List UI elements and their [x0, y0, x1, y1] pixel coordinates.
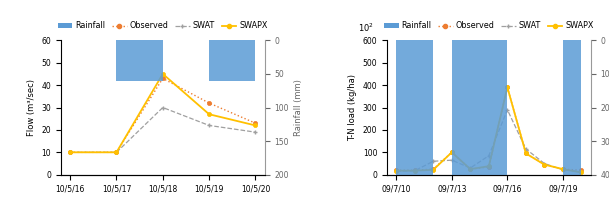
- Legend: Rainfall, Observed, SWAT, SWAPX: Rainfall, Observed, SWAT, SWAPX: [55, 18, 271, 34]
- Bar: [209, 40, 255, 81]
- Bar: [563, 40, 582, 224]
- Y-axis label: Rainfall (mm): Rainfall (mm): [295, 79, 303, 136]
- Legend: Rainfall, Observed, SWAT, SWAPX: Rainfall, Observed, SWAT, SWAPX: [381, 18, 597, 34]
- Bar: [396, 40, 433, 224]
- Text: $10^2$: $10^2$: [359, 22, 375, 34]
- Bar: [452, 40, 507, 215]
- Bar: [116, 40, 163, 81]
- Y-axis label: T-N load (kg/ha): T-N load (kg/ha): [348, 74, 357, 141]
- Y-axis label: Flow (m³/sec): Flow (m³/sec): [27, 79, 36, 136]
